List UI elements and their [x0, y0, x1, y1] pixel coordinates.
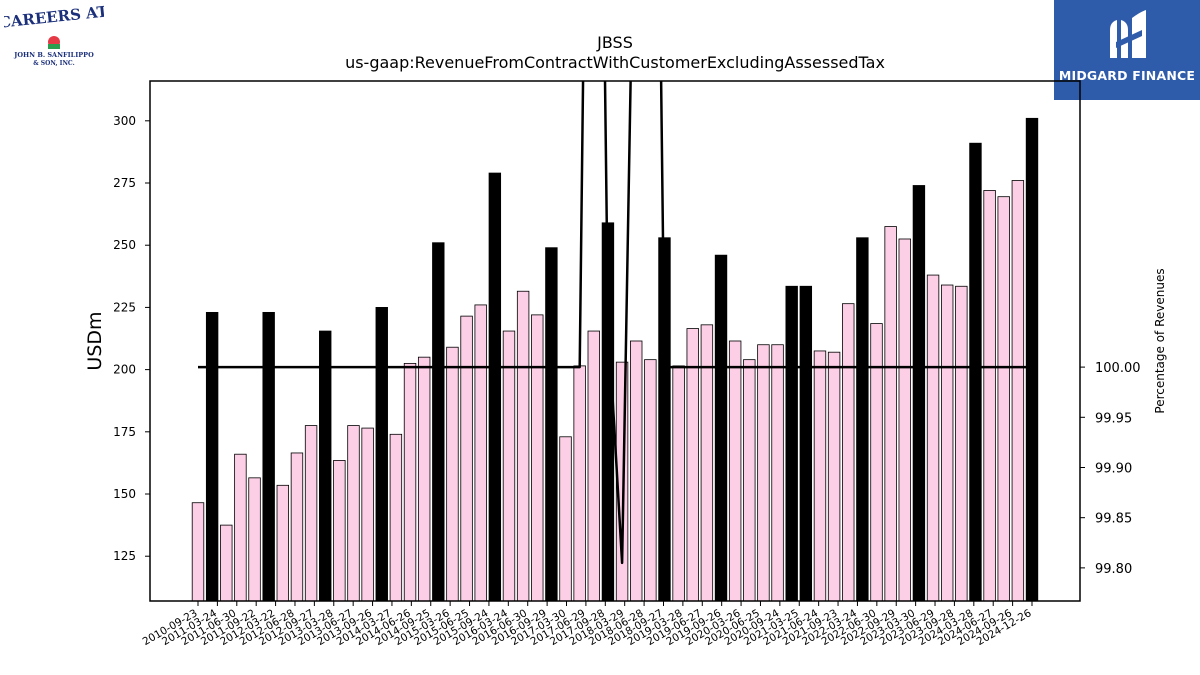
bar-quarterly [686, 328, 699, 602]
bar-quarterly [531, 314, 544, 602]
bar-quarterly [573, 365, 586, 602]
bar-quarterly [248, 477, 261, 602]
bar-annual [262, 311, 275, 602]
bar-quarterly [630, 340, 643, 602]
x-axis-ticks: 2010-09-232011-03-242011-06-302011-09-22… [141, 601, 1034, 648]
careers-at-logo: CAREERS AT JOHN B. SANFILIPPO & SON, INC… [0, 2, 110, 70]
bar-quarterly [898, 238, 911, 602]
bar-quarterly [771, 344, 784, 602]
bar-quarterly [516, 290, 530, 602]
y-right-tick-label: 99.90 [1095, 461, 1132, 476]
bar-quarterly [220, 524, 233, 602]
bar-annual [969, 142, 982, 602]
bar-quarterly [474, 304, 487, 602]
midgard-mark-icon [1110, 10, 1146, 58]
y-tick-label: 175 [113, 425, 136, 439]
bar-annual [432, 242, 445, 602]
plot-frame [149, 80, 1081, 602]
bar-quarterly [389, 433, 403, 602]
bar-quarterly [446, 346, 459, 602]
logo-name: MIDGARD FINANCE [1058, 68, 1196, 83]
left-axis-ticks: 125 150 175 200 225 250 275 300 [113, 114, 150, 563]
bar-quarterly [997, 196, 1010, 602]
y-right-tick-label: 100.00 [1095, 361, 1141, 376]
right-axis-ticks: 99.80 99.85 99.90 99.95 100.00 [1080, 361, 1141, 577]
bar-annual [205, 311, 219, 602]
bar-quarterly [502, 330, 516, 602]
bar-quarterly [870, 323, 883, 602]
bar-quarterly [827, 351, 841, 602]
bar-quarterly [276, 484, 290, 602]
y-right-tick-label: 99.95 [1095, 411, 1132, 426]
bar-quarterly [940, 284, 954, 602]
bar-quarterly [743, 359, 756, 602]
bar-quarterly [403, 362, 417, 602]
bar-annual [319, 330, 332, 602]
y-tick-label: 150 [113, 487, 136, 501]
y-axis-label: USDm [84, 311, 106, 370]
bar-quarterly [559, 436, 572, 602]
bar-quarterly [672, 365, 685, 602]
bar-quarterly [587, 330, 600, 602]
y-tick-label: 125 [113, 549, 136, 563]
bar-quarterly [361, 427, 374, 602]
bar-annual [799, 285, 813, 602]
bar-annual [488, 172, 502, 602]
bar-quarterly [644, 359, 657, 602]
bar-annual [912, 185, 926, 602]
bar-quarterly [926, 274, 940, 602]
bar-quarterly [728, 340, 742, 602]
bar-quarterly [304, 425, 318, 602]
bar-quarterly [983, 190, 996, 602]
bar-quarterly [757, 344, 770, 602]
percentage-line [198, 81, 1032, 565]
bar-quarterly [191, 502, 205, 602]
bar-annual [785, 285, 798, 602]
y-tick-label: 200 [113, 363, 136, 377]
logo-line-3: & SON, INC. [33, 60, 74, 67]
bar-quarterly [1011, 180, 1025, 602]
y-right-tick-label: 99.85 [1095, 512, 1132, 527]
y-tick-label: 275 [113, 176, 136, 190]
bar-quarterly [884, 226, 897, 602]
y-tick-label: 250 [113, 238, 136, 252]
bar-quarterly [842, 303, 855, 602]
bar-quarterly [333, 460, 346, 602]
y-tick-label: 300 [113, 114, 136, 128]
bar-quarterly [813, 350, 827, 602]
bar-quarterly [234, 453, 247, 602]
bar-quarterly [417, 356, 431, 602]
bar-annual [545, 247, 558, 602]
chart-title: JBSS [596, 33, 633, 52]
chart-subtitle: us-gaap:RevenueFromContractWithCustomerE… [345, 53, 885, 72]
y-tick-label: 225 [113, 300, 136, 314]
y-right-tick-label: 99.80 [1095, 562, 1132, 577]
bar-annual [714, 254, 728, 602]
midgard-finance-logo: MIDGARD FINANCE [1054, 0, 1200, 100]
bar-quarterly [955, 285, 968, 602]
bar-annual [375, 307, 388, 602]
y-axis-right-label: Percentage of Revenues [1153, 268, 1167, 413]
bar-annual [856, 237, 869, 602]
bar-quarterly [347, 425, 360, 602]
bar-quarterly [460, 315, 473, 602]
logo-line-2: JOHN B. SANFILIPPO [13, 51, 94, 59]
bar-series [191, 117, 1039, 602]
bar-quarterly [290, 452, 304, 602]
bar-annual [1025, 117, 1039, 602]
